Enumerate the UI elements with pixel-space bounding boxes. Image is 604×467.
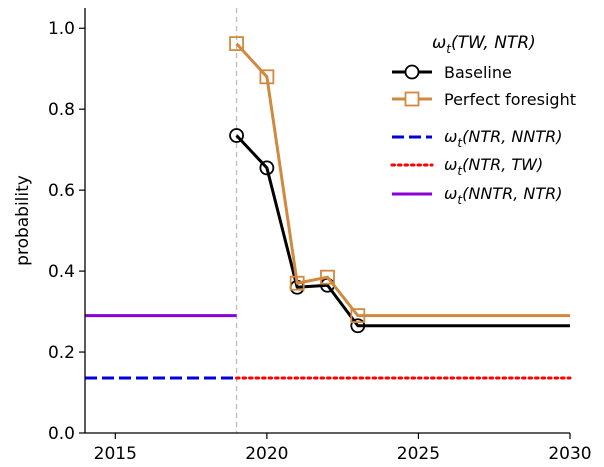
legend-label-3: ωt(NTR, TW): [444, 155, 543, 178]
y-tick-label-4: 0.8: [48, 100, 75, 120]
legend-title: ωt(TW, NTR): [432, 33, 536, 56]
series-line-1: [235, 42, 570, 318]
series-1-point-2: [289, 275, 305, 291]
x-tick-label-0: 2015: [94, 444, 137, 464]
series-0-point-0: [229, 128, 244, 143]
y-tick-label-5: 1.0: [48, 19, 75, 39]
legend-marker-0: [404, 64, 420, 80]
series-1-point-1: [259, 69, 275, 85]
series-1-point-3: [320, 269, 335, 285]
x-tick-label-3: 2030: [548, 444, 591, 464]
y-tick-label-1: 0.2: [48, 343, 75, 363]
x-tick-label-2: 2025: [397, 444, 440, 464]
series-0-point-4: [350, 318, 366, 334]
legend-label-4: ωt(NNTR, NTR): [444, 184, 562, 207]
series-0-point-1: [259, 160, 275, 176]
series-1-point-4: [350, 308, 366, 324]
y-tick-label-3: 0.6: [48, 181, 75, 201]
axes: 2015 2020 2025 2030 0.0 0.2 0.4 0.6 0.8 1.0 probab…: [13, 8, 592, 464]
x-tick-label-1: 2020: [245, 444, 288, 464]
series-1-point-0: [229, 36, 244, 52]
y-tick-label-0: 0.0: [48, 424, 75, 444]
plot-area: [85, 8, 572, 433]
legend: ωt(TW, NTR) Baseline Perfect foresight ωt(N…: [390, 33, 576, 207]
legend-label-2: ωt(NTR, NNTR): [444, 127, 562, 150]
legend-marker-1: [404, 91, 420, 107]
y-tick-label-2: 0.4: [48, 262, 75, 282]
legend-label-1: Perfect foresight: [444, 90, 576, 109]
legend-label-0: Baseline: [444, 63, 512, 82]
y-axis-label: probability: [13, 175, 33, 266]
